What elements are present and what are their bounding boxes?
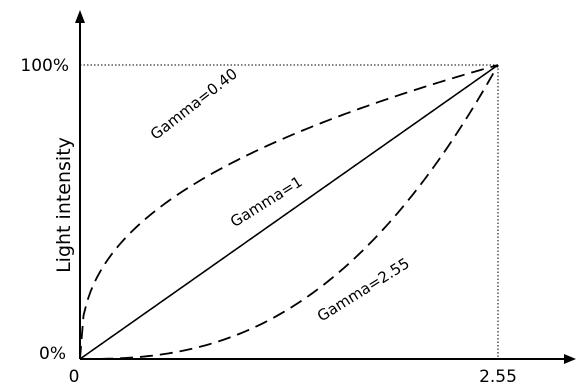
series-label-gamma-1: Gamma=1 (227, 173, 306, 231)
y-tick-max: 100% (20, 56, 69, 76)
series-label-gamma-255: Gamma=2.55 (314, 254, 413, 325)
series-line-2 (80, 64, 499, 360)
series-line-1 (79, 64, 499, 360)
y-axis-label: Light intensity (53, 137, 75, 273)
series-line-0 (79, 64, 499, 360)
x-axis-arrow (564, 354, 576, 364)
labels: 0 2.55 0% 100% Light intensity Gamma=0.4… (20, 56, 517, 387)
y-tick-0: 0% (39, 344, 66, 364)
reference-guides (80, 64, 499, 359)
series-label-gamma-040: Gamma=0.40 (147, 65, 241, 144)
curves (79, 64, 499, 360)
y-axis-arrow (75, 10, 85, 23)
x-tick-max: 2.55 (479, 367, 517, 387)
x-tick-0: 0 (69, 367, 80, 387)
axes (75, 10, 576, 364)
